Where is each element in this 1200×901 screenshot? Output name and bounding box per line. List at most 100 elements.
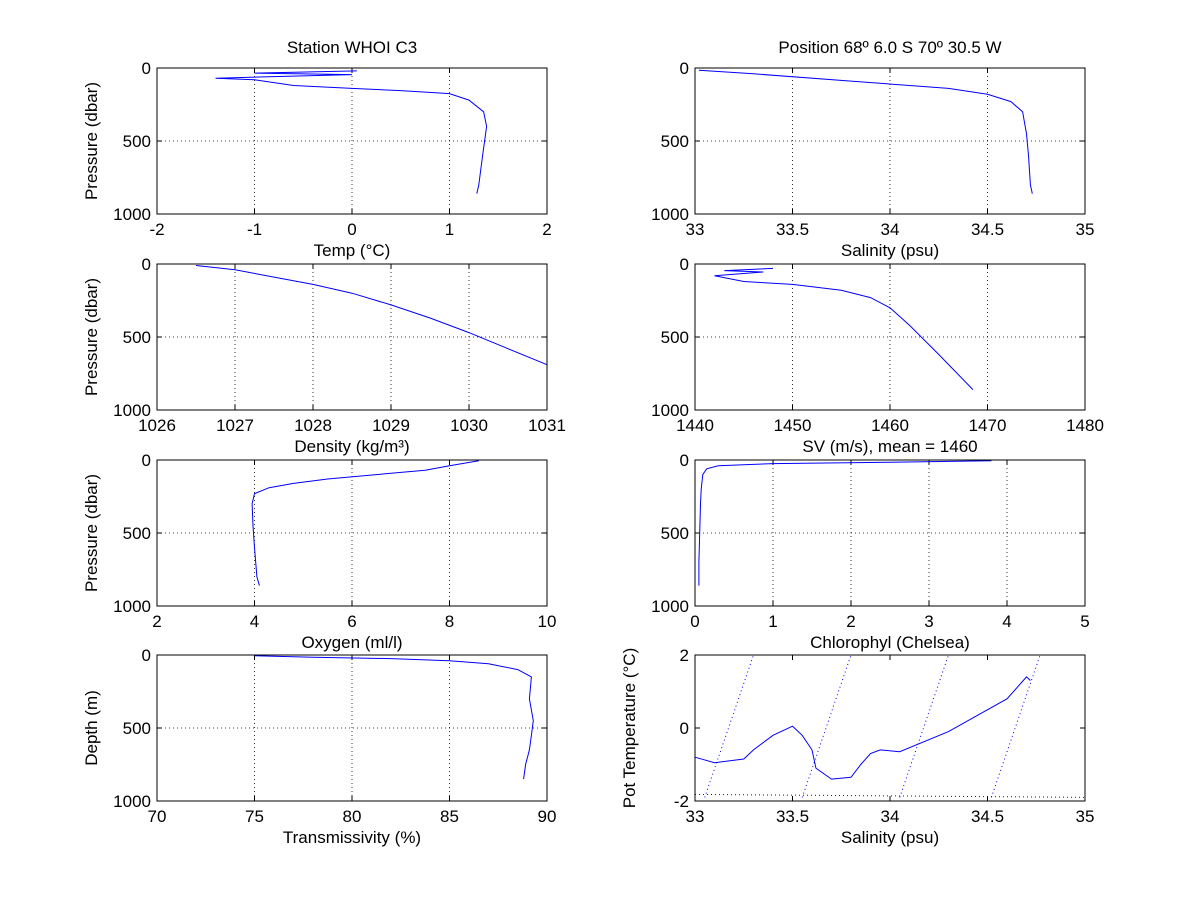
panel-5: 2 4 6 8 10 0 500 1000 Oxygen (ml/l) Pressure (dba… xyxy=(82,451,556,652)
profile-line xyxy=(694,676,1031,780)
x-tick-label: 34 xyxy=(881,220,900,239)
chart-title: Station WHOI C3 xyxy=(287,38,417,57)
x-tick-label: 10 xyxy=(538,612,557,631)
x-tick-label: 35 xyxy=(1076,807,1095,826)
panel-6: 0 1 2 3 4 5 0 500 1000 Chlorophyl (Chelsea) xyxy=(651,451,1090,652)
profile-line xyxy=(195,265,548,366)
chart-title: Position 68º 6.0 S 70º 30.5 W xyxy=(778,38,1001,57)
x-tick-label: 4 xyxy=(250,612,259,631)
y-tick-label: 2 xyxy=(680,646,689,665)
x-axis-label: Oxygen (ml/l) xyxy=(301,633,402,652)
y-tick-label: 500 xyxy=(661,328,689,347)
profile-line xyxy=(714,267,974,390)
x-tick-label: -2 xyxy=(149,220,164,239)
y-tick-label: 1000 xyxy=(113,205,151,224)
y-tick-label: 0 xyxy=(142,646,151,665)
axes-frame xyxy=(156,263,548,411)
y-tick-label: 500 xyxy=(123,132,151,151)
y-axis-label: Pressure (dbar) xyxy=(82,82,101,200)
x-tick-label: 1 xyxy=(768,612,777,631)
x-tick-label: 4 xyxy=(1002,612,1011,631)
y-tick-label: -2 xyxy=(674,792,689,811)
x-tick-label: 80 xyxy=(343,807,362,826)
isopycnal-line xyxy=(990,654,1041,798)
axes-frame xyxy=(694,263,1086,411)
x-tick-label: 75 xyxy=(245,807,264,826)
profile-line xyxy=(254,655,534,780)
y-tick-label: 0 xyxy=(142,255,151,274)
y-axis-label: Pot Temperature (°C) xyxy=(620,648,639,809)
x-tick-label: -1 xyxy=(247,220,262,239)
y-axis-label: Depth (m) xyxy=(82,690,101,766)
y-axis-label: Pressure (dbar) xyxy=(82,474,101,592)
isopycnal-line xyxy=(899,654,949,798)
x-tick-label: 1440 xyxy=(676,416,714,435)
x-tick-label: 1460 xyxy=(871,416,909,435)
x-tick-label: 2 xyxy=(846,612,855,631)
panel-7: 70 75 80 85 90 0 500 1000 Transmissivity (%) Dept… xyxy=(82,646,556,847)
x-tick-label: 33.5 xyxy=(776,807,809,826)
profile-line xyxy=(215,70,488,194)
x-axis-label: SV (m/s), mean = 1460 xyxy=(802,437,977,456)
x-tick-label: 33 xyxy=(686,220,705,239)
x-tick-label: 33.5 xyxy=(776,220,809,239)
x-axis-label: Temp (°C) xyxy=(314,241,391,260)
x-tick-label: 1028 xyxy=(294,416,332,435)
x-tick-label: 1470 xyxy=(969,416,1007,435)
x-tick-label: 1030 xyxy=(450,416,488,435)
y-tick-label: 0 xyxy=(680,255,689,274)
y-tick-label: 1000 xyxy=(113,597,151,616)
x-axis-label: Salinity (psu) xyxy=(841,241,939,260)
axes-frame xyxy=(694,654,1086,802)
y-tick-label: 0 xyxy=(142,451,151,470)
y-tick-label: 500 xyxy=(123,719,151,738)
x-tick-label: 8 xyxy=(445,612,454,631)
axes-frame xyxy=(694,67,1086,215)
y-tick-label: 500 xyxy=(661,524,689,543)
x-tick-label: 35 xyxy=(1076,220,1095,239)
x-tick-label: 5 xyxy=(1080,612,1089,631)
x-tick-label: 2 xyxy=(152,612,161,631)
y-tick-label: 1000 xyxy=(651,401,689,420)
axes-frame xyxy=(156,67,548,215)
y-tick-label: 1000 xyxy=(113,401,151,420)
x-tick-label: 70 xyxy=(148,807,167,826)
x-tick-label: 1450 xyxy=(774,416,812,435)
x-axis-label: Salinity (psu) xyxy=(841,828,939,847)
x-tick-label: 3 xyxy=(924,612,933,631)
x-tick-label: 85 xyxy=(440,807,459,826)
y-axis-label: Pressure (dbar) xyxy=(82,278,101,396)
x-axis-label: Transmissivity (%) xyxy=(283,828,421,847)
x-tick-label: 1480 xyxy=(1066,416,1104,435)
x-tick-label: 33 xyxy=(686,807,705,826)
y-tick-label: 500 xyxy=(123,524,151,543)
x-tick-label: 0 xyxy=(690,612,699,631)
y-tick-label: 0 xyxy=(680,59,689,78)
y-tick-label: 1000 xyxy=(651,597,689,616)
y-tick-label: 1000 xyxy=(113,792,151,811)
y-tick-label: 0 xyxy=(142,59,151,78)
y-tick-label: 0 xyxy=(680,719,689,738)
x-tick-label: 34 xyxy=(881,807,900,826)
x-tick-label: 1 xyxy=(445,220,454,239)
x-tick-label: 1027 xyxy=(216,416,254,435)
axes-frame xyxy=(156,459,548,607)
x-axis-label: Density (kg/m³) xyxy=(294,437,409,456)
profile-line xyxy=(698,460,992,586)
x-tick-label: 34.5 xyxy=(971,220,1004,239)
isopycnal-line xyxy=(704,654,754,798)
x-tick-label: 0 xyxy=(347,220,356,239)
y-tick-label: 0 xyxy=(680,451,689,470)
x-tick-label: 6 xyxy=(347,612,356,631)
axes-frame xyxy=(694,459,1086,607)
panel-2: 33 33.5 34 34.5 35 0 500 1000 Position 68º 6.0 S… xyxy=(651,38,1094,260)
y-tick-label: 1000 xyxy=(651,205,689,224)
x-tick-label: 2 xyxy=(542,220,551,239)
x-axis-label: Chlorophyl (Chelsea) xyxy=(810,633,970,652)
panel-8: 33 33.5 34 34.5 35 -2 0 2 Salinity (psu) Pot Temp… xyxy=(620,646,1094,847)
x-tick-label: 1026 xyxy=(138,416,176,435)
x-tick-label: 1031 xyxy=(528,416,566,435)
x-tick-label: 34.5 xyxy=(971,807,1004,826)
x-tick-label: 90 xyxy=(538,807,557,826)
